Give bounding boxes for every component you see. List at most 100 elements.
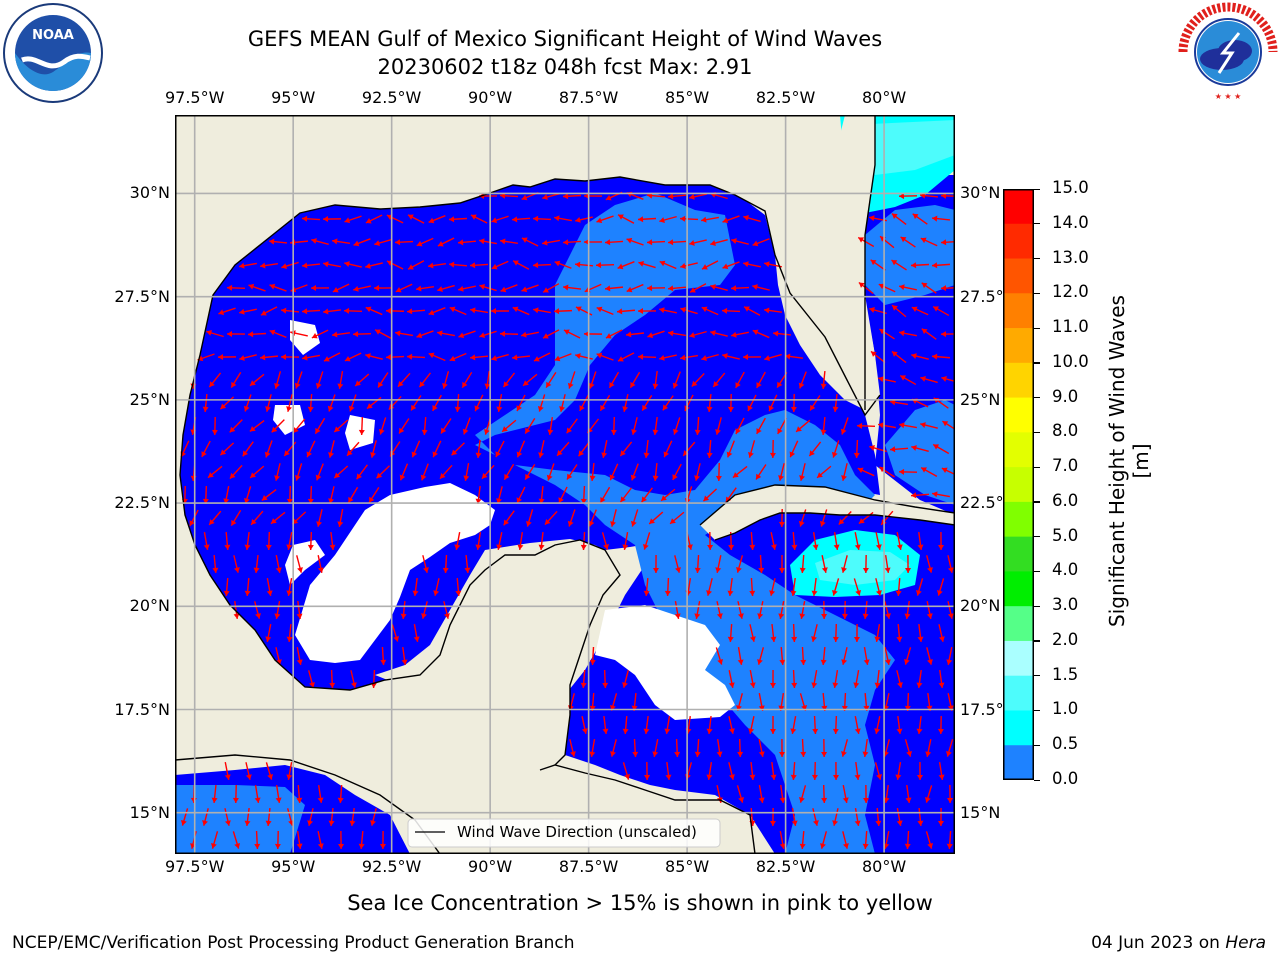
colorbar-band: [1003, 258, 1034, 294]
wave-arrowhead: [643, 590, 650, 596]
wave-arrowhead: [580, 682, 587, 688]
wave-arrowhead: [286, 498, 293, 504]
wave-arrowhead: [885, 613, 891, 619]
wave-arrowhead: [884, 659, 891, 665]
wave-arrowhead: [694, 475, 700, 481]
wave-arrowhead: [370, 820, 376, 826]
wave-arrowhead: [609, 381, 615, 388]
wave-arrowhead: [896, 636, 903, 642]
wave-arrowhead: [618, 214, 624, 220]
wave-arrowhead: [932, 262, 938, 269]
wave-arrowhead: [347, 450, 353, 456]
wave-arrowhead: [407, 214, 414, 220]
colorbar-tick-label: 0.0: [1052, 769, 1079, 788]
wave-arrowhead: [454, 544, 461, 550]
wave-arrowhead: [521, 237, 528, 243]
wave-arrowhead: [764, 355, 770, 361]
wave-arrowhead: [670, 518, 676, 524]
wave-arrowhead: [455, 590, 462, 596]
wave-arrowhead: [209, 381, 215, 388]
wave-arrowhead: [311, 333, 318, 339]
blank-region-3: [595, 605, 735, 720]
wave-arrowhead: [900, 236, 907, 243]
colorbar-tick-label: 9.0: [1052, 386, 1079, 406]
wave-arrowhead: [942, 421, 949, 427]
wave-arrowhead: [668, 193, 674, 200]
wave-arrowhead: [332, 238, 338, 245]
wave-arrowhead: [917, 820, 924, 826]
wave-arrowhead: [622, 406, 629, 412]
wave-arrowhead: [936, 589, 943, 596]
wave-band-0p5-1p0-b: [175, 785, 305, 854]
wave-arrowhead: [731, 238, 737, 244]
wave-arrowhead: [358, 843, 365, 849]
wave-arrowhead: [449, 355, 456, 362]
wave-arrowhead: [546, 474, 553, 481]
wave-arrowhead: [722, 307, 728, 314]
wave-arrowhead: [233, 613, 240, 619]
wave-arrowhead: [675, 567, 681, 573]
wave-arrowhead: [638, 216, 644, 223]
wave-arrowhead: [517, 544, 524, 550]
wave-arrowhead: [260, 310, 267, 316]
wave-arrowhead: [378, 381, 384, 388]
wave-arrowhead: [812, 544, 819, 550]
wave-arrowhead: [946, 843, 953, 849]
lon-tick-top: 92.5°W: [361, 88, 422, 107]
wave-arrowhead: [638, 308, 644, 315]
wave-arrowhead: [799, 475, 805, 481]
wave-arrowhead: [811, 774, 818, 780]
wave-arrowhead: [500, 192, 506, 199]
wave-arrowhead: [251, 519, 257, 525]
wave-arrowhead: [248, 331, 254, 338]
wave-arrowhead: [647, 285, 653, 292]
wave-arrowhead: [937, 728, 944, 734]
wave-arrowhead: [921, 282, 928, 289]
wave-arrowhead: [743, 354, 749, 361]
wave-arrowhead: [694, 613, 701, 619]
wave-arrowhead: [680, 354, 686, 361]
wave-arrowhead: [513, 260, 519, 266]
lat-tick-right: 17.5°N: [960, 699, 1016, 719]
wave-arrowhead: [899, 284, 905, 291]
wave-arrowhead: [798, 382, 805, 389]
wave-arrowhead: [770, 636, 777, 642]
wave-arrowhead: [496, 406, 503, 412]
wave-arrowhead: [375, 329, 381, 335]
lon-tick-top: 87.5°W: [558, 88, 619, 107]
wave-arrowhead: [817, 472, 823, 478]
wave-arrowhead: [348, 405, 355, 412]
wave-arrowhead: [180, 819, 187, 826]
wave-arrowhead: [302, 215, 308, 222]
wave-arrowhead: [296, 659, 303, 665]
wave-arrowhead: [463, 475, 470, 481]
wave-arrowhead: [380, 659, 387, 665]
wave-arrowhead: [274, 613, 281, 619]
wave-arrowhead: [878, 283, 885, 290]
wave-arrowhead: [855, 589, 862, 596]
wave-arrowhead: [659, 307, 665, 314]
wave-arrowhead: [353, 285, 359, 292]
wave-arrowhead: [715, 567, 722, 573]
colorbar-tick-label: 1.0: [1052, 699, 1079, 719]
wave-arrowhead: [668, 285, 674, 292]
wave-arrowhead: [407, 353, 413, 360]
wave-arrowhead: [484, 383, 491, 389]
wave-arrowhead: [706, 406, 713, 412]
lon-tick-top: 90°W: [468, 88, 513, 107]
wave-arrowhead: [686, 544, 693, 550]
blank-region-6: [345, 415, 375, 450]
colorbar-band: [1003, 467, 1034, 503]
colorbar-tick-label: 11.0: [1052, 317, 1089, 337]
wave-arrowhead: [749, 682, 756, 688]
wave-arrowhead: [779, 751, 786, 757]
wave-arrowhead: [580, 498, 587, 504]
wave-arrowhead: [911, 306, 918, 313]
wave-arrowhead: [584, 239, 590, 246]
wave-arrowhead: [244, 544, 251, 550]
footer-machine: Hera: [1225, 933, 1266, 953]
wave-arrowhead: [554, 355, 561, 362]
wave-arrowhead: [905, 797, 912, 803]
wave-arrowhead: [926, 613, 933, 619]
wave-arrowhead: [728, 728, 735, 734]
